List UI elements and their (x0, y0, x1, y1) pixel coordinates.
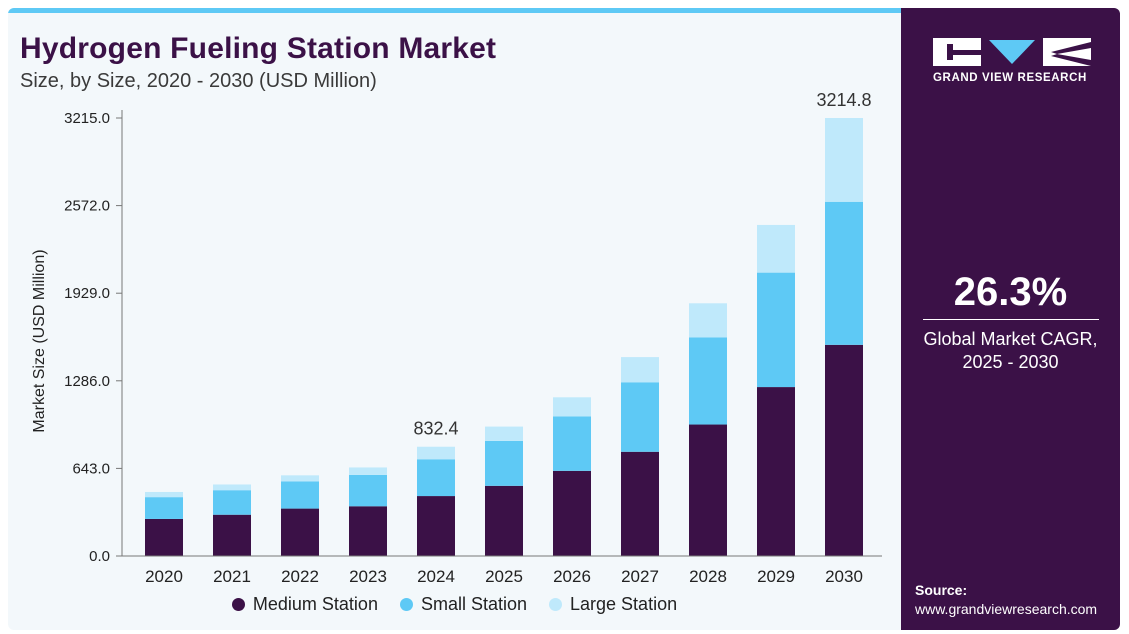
brand-logo: GRAND VIEW RESEARCH (933, 38, 1093, 84)
bar-small-station-2026 (553, 416, 591, 471)
bar-small-station-2021 (213, 490, 251, 515)
bar-medium-station-2026 (553, 470, 591, 556)
bar-medium-station-2022 (281, 508, 319, 556)
legend-label-medium: Medium Station (252, 594, 378, 614)
bar-large-station-2028 (689, 303, 727, 338)
legend-swatch-small (399, 598, 413, 611)
legend-label-small: Small Station (420, 594, 528, 614)
bar-medium-station-2021 (213, 514, 251, 556)
bar-medium-station-2028 (689, 424, 727, 556)
y-axis-ticks: 0.0 643.0 1286.0 1929.0 2572.0 3215.0 (64, 110, 122, 565)
y-tick-label: 643.0 (72, 460, 110, 477)
x-tick-label: 2025 (485, 567, 523, 586)
bar-small-station-2024 (417, 459, 455, 497)
bar-large-station-2030 (825, 118, 863, 202)
bar-small-station-2020 (145, 497, 183, 519)
chart-subtitle: Size, by Size, 2020 - 2030 (USD Million) (20, 70, 377, 92)
bar-large-station-2029 (757, 224, 795, 273)
legend-item-medium: Medium Station (231, 594, 378, 615)
x-tick-label: 2030 (825, 567, 863, 586)
bar-small-station-2028 (689, 337, 727, 425)
bar-medium-station-2023 (349, 506, 387, 556)
x-tick-label: 2024 (417, 567, 455, 586)
legend-label-large: Large Station (570, 594, 678, 614)
y-tick-label: 1929.0 (64, 285, 110, 302)
source-url[interactable]: www.grandviewresearch.com (915, 601, 1098, 617)
bar-medium-station-2027 (621, 451, 659, 556)
bar-medium-station-2030 (825, 344, 863, 556)
x-tick-label: 2027 (621, 567, 659, 586)
bar-medium-station-2025 (485, 485, 523, 556)
x-tick-label: 2023 (349, 567, 387, 586)
bar-medium-station-2020 (145, 518, 183, 556)
data-label-2024: 832.4 (413, 419, 458, 439)
x-tick-label: 2029 (757, 567, 795, 586)
bar-small-station-2022 (281, 481, 319, 509)
legend-item-small: Small Station (399, 594, 528, 615)
x-tick-label: 2028 (689, 567, 727, 586)
bar-small-station-2029 (757, 272, 795, 388)
sidebar-panel: GRAND VIEW RESEARCH 26.3% Global Market … (901, 8, 1120, 630)
bar-large-station-2027 (621, 357, 659, 383)
bar-large-station-2022 (281, 475, 319, 482)
bar-medium-station-2024 (417, 496, 455, 556)
y-tick-label: 2572.0 (64, 198, 110, 215)
gvr-logo-icon (933, 38, 1091, 66)
bar-large-station-2026 (553, 397, 591, 417)
data-labels: 832.4 3214.8 (413, 90, 871, 439)
bar-small-station-2030 (825, 201, 863, 345)
brand-logo-text: GRAND VIEW RESEARCH (933, 72, 1087, 84)
legend-swatch-large (549, 598, 563, 611)
cagr-label: Global Market CAGR, 2025 - 2030 (923, 329, 1098, 372)
bar-large-station-2023 (349, 467, 387, 475)
bar-large-station-2020 (145, 491, 183, 498)
bar-large-station-2021 (213, 484, 251, 491)
y-tick-label: 0.0 (89, 548, 110, 565)
x-tick-label: 2021 (213, 567, 251, 586)
legend: Medium Station Small Station Large Stati… (8, 594, 901, 615)
data-label-2030: 3214.8 (816, 90, 871, 110)
legend-item-large: Large Station (549, 594, 677, 615)
x-axis-ticks: 2020 2021 2022 2023 2024 2025 2026 2027 2028 2029… (145, 567, 863, 586)
chart-title: Hydrogen Fueling Station Market (20, 32, 497, 65)
bar-large-station-2024 (417, 446, 455, 460)
y-tick-label: 3215.0 (64, 110, 110, 127)
bar-small-station-2023 (349, 474, 387, 507)
legend-swatch-medium (231, 598, 245, 611)
bar-medium-station-2029 (757, 387, 795, 556)
cagr-value: 26.3% (953, 270, 1068, 314)
bar-large-station-2025 (485, 426, 523, 441)
infographic-card: Hydrogen Fueling Station Market Size, by… (8, 8, 1120, 630)
y-tick-label: 1286.0 (64, 373, 110, 390)
cagr-divider (923, 319, 1099, 320)
source-title: Source: (915, 582, 968, 598)
x-tick-label: 2020 (145, 567, 183, 586)
bar-small-station-2025 (485, 440, 523, 486)
x-tick-label: 2026 (553, 567, 591, 586)
bars-group (145, 118, 863, 556)
bar-small-station-2027 (621, 382, 659, 452)
accent-top-line (8, 8, 901, 13)
x-tick-label: 2022 (281, 567, 319, 586)
